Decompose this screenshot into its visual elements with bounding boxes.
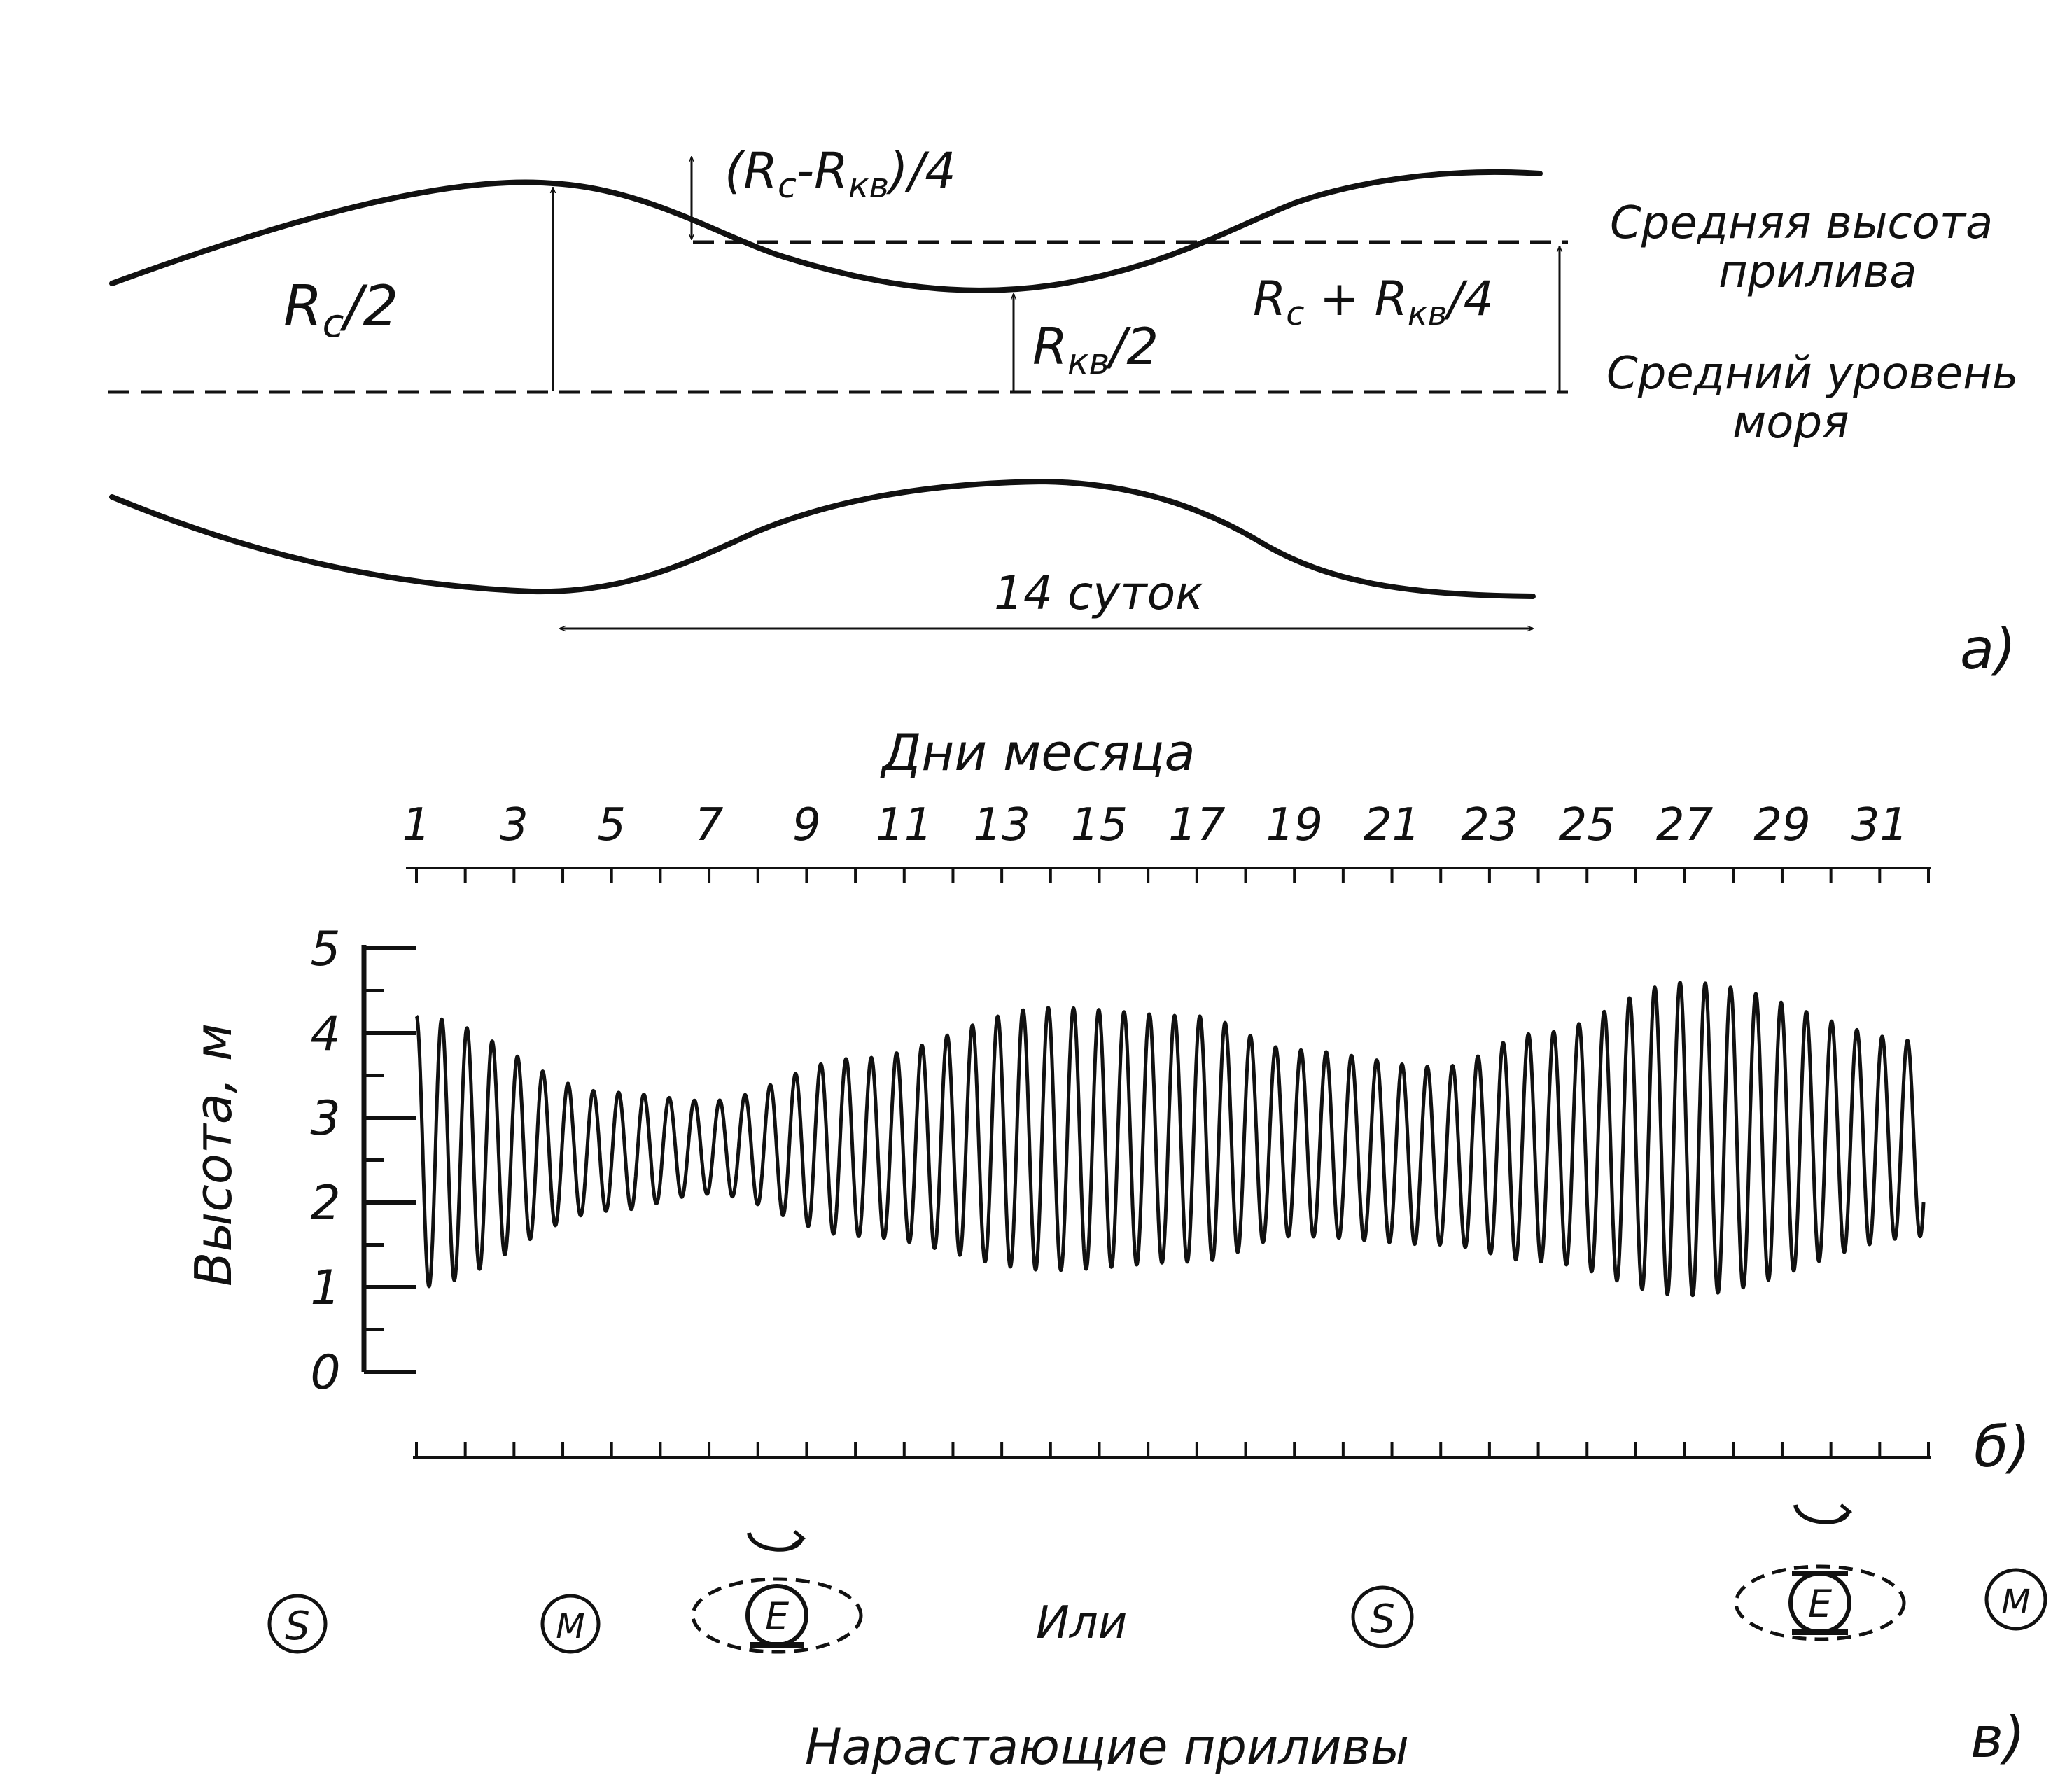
day-label: 13: [973, 799, 1030, 851]
panel-letter-b: б): [1974, 1415, 2031, 1480]
moon-right-symbol: M: [1984, 1568, 2047, 1631]
label-mean-sea-level-1: Средний уровень: [1606, 348, 2019, 400]
label-mean-sea-level-2: моря: [1732, 397, 1849, 449]
y-tick-label: 4: [310, 1006, 340, 1062]
sun-right-symbol: S: [1351, 1585, 1414, 1648]
panel-b: Дни месяца 1 3 5 7 9 11 13 15 17 19 21 23 25 27 29 31 0…: [184, 723, 2031, 1480]
day-label: 5: [597, 799, 626, 851]
day-label: 7: [695, 799, 724, 851]
day-label: 31: [1851, 799, 1908, 851]
label-rc-half: Rc/2: [284, 274, 398, 346]
svg-text:S: S: [1370, 1597, 1395, 1642]
day-label: 21: [1364, 799, 1420, 851]
lower-envelope-curve: [109, 478, 1536, 599]
earth-right-symbol: E: [1734, 1503, 1906, 1641]
day-labels: 1 3 5 7 9 11 13 15 17 19 21 23 25 27 29 31: [402, 799, 1908, 851]
day-label: 9: [792, 799, 821, 851]
day-label: 29: [1754, 799, 1810, 851]
day-label: 25: [1559, 799, 1616, 851]
y-tick-label: 2: [310, 1176, 340, 1231]
upper-envelope-curve: [109, 169, 1543, 293]
day-label: 15: [1071, 799, 1128, 851]
day-label: 27: [1656, 799, 1714, 851]
label-period: 14 суток: [994, 566, 1203, 620]
panel-letter-c: в): [1970, 1705, 2025, 1770]
day-label: 17: [1168, 799, 1226, 851]
y-axis-ticks: 0 1 2 3 4 5: [310, 922, 416, 1401]
tide-height-curve: [414, 981, 1926, 1298]
top-day-ticks: [415, 868, 1930, 883]
y-tick-label: 0: [310, 1345, 340, 1401]
day-label: 1: [402, 799, 431, 851]
svg-text:S: S: [285, 1604, 310, 1649]
y-tick-label: 5: [310, 922, 340, 977]
rotation-arrow-left-icon: [747, 1531, 804, 1552]
panel-c: S M E Или S E: [267, 1503, 2047, 1776]
or-label: Или: [1036, 1597, 1127, 1649]
bottom-day-ticks: [415, 1442, 1930, 1457]
day-label: 23: [1461, 799, 1518, 851]
y-tick-label: 3: [310, 1091, 340, 1146]
day-label: 19: [1266, 799, 1322, 851]
moon-left-symbol: M: [540, 1594, 601, 1654]
y-axis-title: Высота, м: [184, 1023, 243, 1286]
top-axis-title: Дни месяца: [880, 723, 1196, 782]
label-range-diff: (Rc-Rкв)/4: [724, 142, 956, 206]
y-tick-label: 1: [310, 1261, 340, 1316]
sun-left-symbol: S: [267, 1594, 328, 1654]
day-label: 11: [876, 799, 932, 851]
label-mean-tide-height-2: прилива: [1718, 246, 1917, 298]
label-rkv-half: Rкв/2: [1032, 317, 1158, 382]
earth-left-symbol: E: [691, 1530, 863, 1654]
caption-rising-tides: Нарастающие приливы: [805, 1718, 1409, 1776]
label-range-sum: Rc + Rкв/4: [1253, 272, 1494, 333]
svg-text:E: E: [1808, 1582, 1833, 1626]
label-mean-tide-height-1: Средняя высота: [1610, 197, 1993, 249]
svg-text:E: E: [765, 1594, 790, 1639]
panel-a: (Rc-Rкв)/4 Rc/2 Rкв/2 Rc + Rкв/4 Средняя…: [108, 142, 2019, 682]
svg-text:M: M: [2001, 1583, 2030, 1622]
panel-letter-a: а): [1960, 617, 2016, 682]
day-label: 3: [500, 799, 528, 851]
svg-text:M: M: [556, 1607, 584, 1646]
